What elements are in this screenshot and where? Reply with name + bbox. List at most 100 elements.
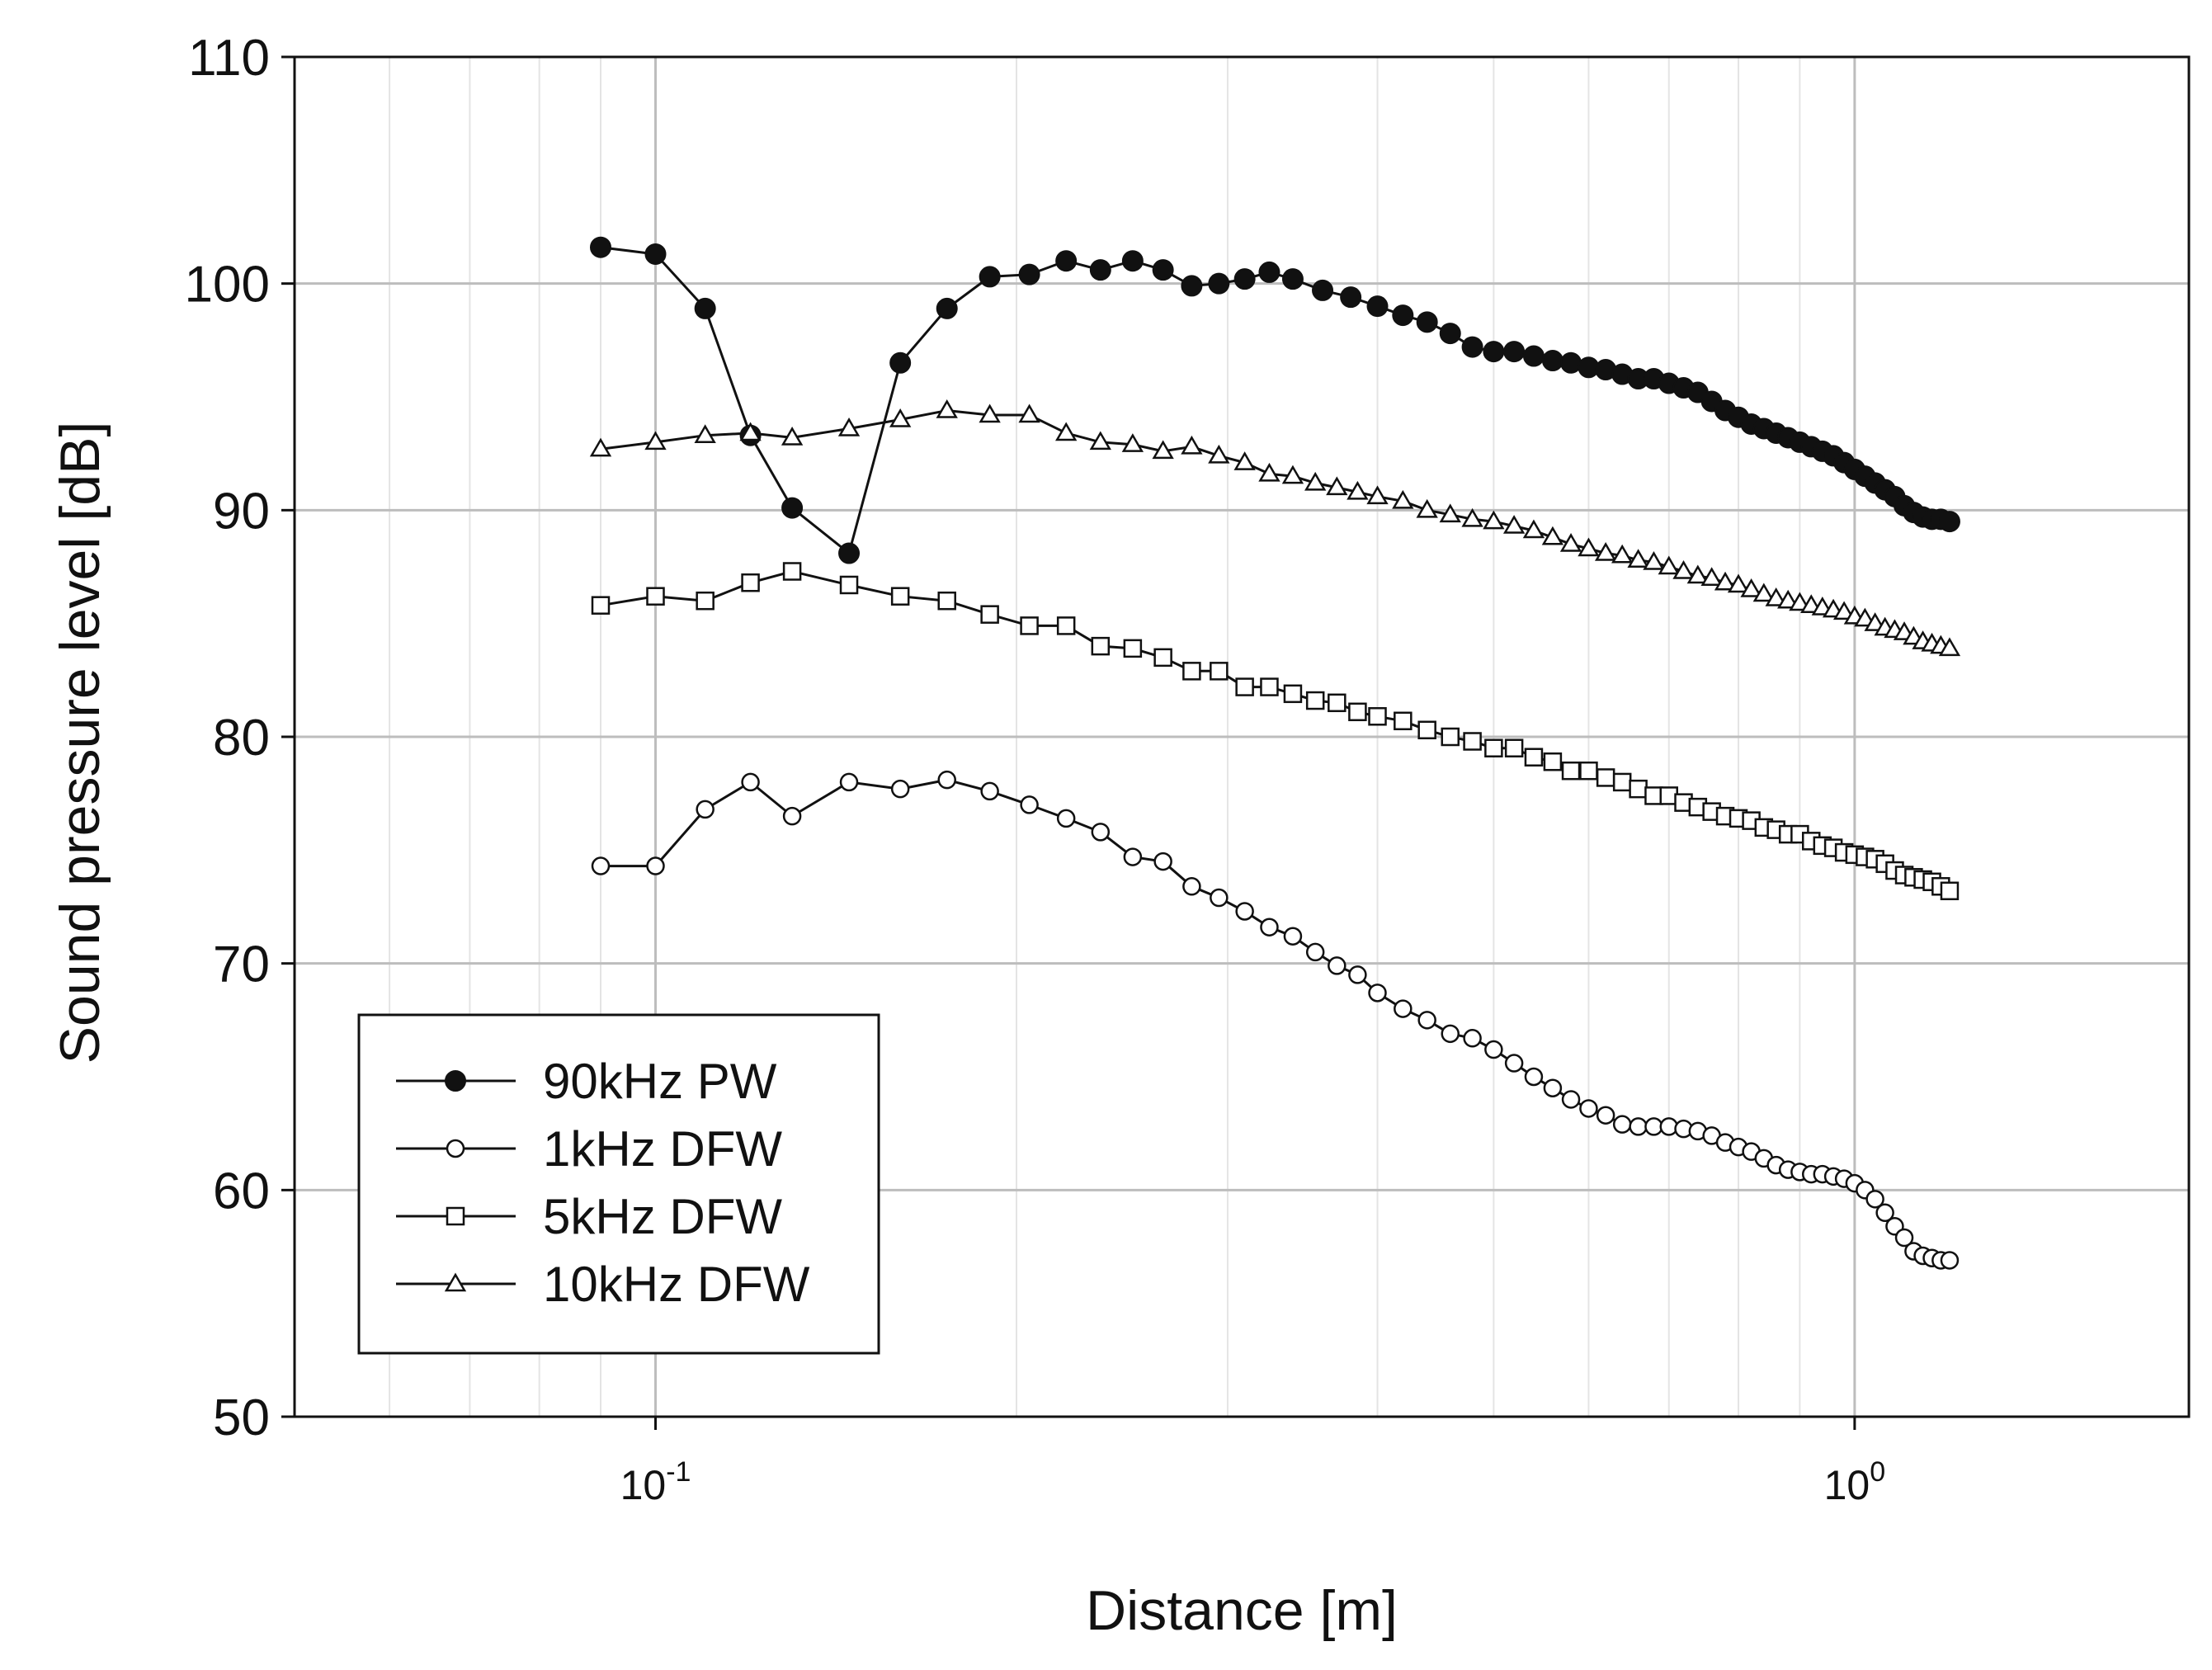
data-point-1khz-dfw	[1123, 847, 1143, 866]
data-point-1khz-dfw	[1463, 1029, 1482, 1048]
data-point-1khz-dfw	[1348, 965, 1367, 984]
data-point-10khz-dfw	[1483, 510, 1505, 530]
data-point-5khz-dfw	[1524, 748, 1544, 767]
data-point-5khz-dfw	[839, 575, 859, 595]
legend-label-90khz-pw: 90kHz PW	[543, 1054, 777, 1109]
data-point-90khz-pw	[590, 236, 612, 258]
data-point-10khz-dfw	[1089, 431, 1111, 451]
data-point-90khz-pw	[1181, 275, 1203, 297]
y-tick-label: 60	[213, 1163, 270, 1219]
data-point-5khz-dfw	[696, 591, 715, 611]
data-point-5khz-dfw	[1441, 727, 1460, 747]
data-point-10khz-dfw	[1765, 587, 1787, 606]
data-point-1khz-dfw	[1260, 918, 1279, 936]
data-point-90khz-pw	[1392, 304, 1414, 327]
data-point-10khz-dfw	[1392, 489, 1414, 509]
data-point-10khz-dfw	[1789, 592, 1811, 611]
data-point-10khz-dfw	[1854, 607, 1876, 627]
data-point-10khz-dfw	[1366, 485, 1389, 505]
data-point-10khz-dfw	[739, 422, 762, 441]
data-point-10khz-dfw	[1416, 498, 1438, 518]
data-point-5khz-dfw	[1596, 768, 1615, 787]
data-point-10khz-dfw	[1181, 435, 1203, 455]
x-axis-label: Distance [m]	[1086, 1579, 1398, 1642]
data-point-90khz-pw	[781, 497, 804, 519]
data-point-10khz-dfw	[1832, 601, 1856, 620]
data-point-1khz-dfw	[1644, 1117, 1663, 1136]
data-point-5khz-dfw	[1235, 677, 1254, 696]
data-point-10khz-dfw	[1658, 555, 1680, 575]
data-point-90khz-pw	[1439, 323, 1461, 345]
data-point-1khz-dfw	[839, 772, 859, 792]
data-point-10khz-dfw	[589, 437, 612, 457]
data-point-5khz-dfw	[1417, 720, 1436, 740]
data-point-10khz-dfw	[1152, 440, 1174, 460]
data-point-90khz-pw	[1340, 286, 1362, 309]
data-point-1khz-dfw	[1561, 1090, 1581, 1109]
data-point-10khz-dfw	[1686, 564, 1709, 584]
legend-label-5khz-dfw: 5kHz DFW	[543, 1189, 782, 1244]
data-point-1khz-dfw	[1612, 1115, 1632, 1134]
data-point-10khz-dfw	[1643, 551, 1665, 570]
data-point-1khz-dfw	[1210, 888, 1229, 908]
legend-box	[357, 1013, 880, 1355]
data-point-5khz-dfw	[1348, 702, 1367, 722]
data-point-90khz-pw	[1258, 261, 1281, 283]
data-point-1khz-dfw	[1056, 809, 1076, 828]
data-point-1khz-dfw	[741, 772, 760, 792]
data-point-5khz-dfw	[1153, 648, 1172, 668]
data-point-5khz-dfw	[1020, 616, 1039, 635]
data-point-10khz-dfw	[1326, 476, 1348, 496]
data-point-1khz-dfw	[1524, 1067, 1544, 1087]
data-point-10khz-dfw	[1594, 542, 1617, 561]
data-point-5khz-dfw	[1612, 772, 1632, 792]
data-point-5khz-dfw	[1940, 881, 1960, 901]
data-point-90khz-pw	[1461, 336, 1483, 358]
series-5khz-dfw	[591, 562, 1960, 901]
data-point-10khz-dfw	[837, 417, 861, 436]
data-point-1khz-dfw	[1020, 795, 1039, 814]
data-point-1khz-dfw	[782, 806, 802, 826]
data-point-5khz-dfw	[1328, 693, 1347, 713]
data-point-5khz-dfw	[890, 587, 910, 606]
data-point-90khz-pw	[838, 542, 861, 564]
data-point-90khz-pw	[889, 351, 912, 374]
data-point-10khz-dfw	[1281, 465, 1304, 484]
data-point-1khz-dfw	[1305, 942, 1325, 962]
data-point-5khz-dfw	[1561, 761, 1581, 781]
data-point-5khz-dfw	[980, 605, 999, 624]
data-point-10khz-dfw	[1752, 583, 1775, 602]
data-point-1khz-dfw	[1484, 1040, 1503, 1059]
data-point-10khz-dfw	[1233, 451, 1256, 470]
y-tick-label: 50	[213, 1389, 270, 1446]
data-point-1khz-dfw	[1394, 999, 1413, 1018]
data-point-5khz-dfw	[1579, 761, 1598, 781]
data-point-10khz-dfw	[1055, 422, 1078, 441]
data-point-1khz-dfw	[1283, 927, 1303, 946]
data-point-90khz-pw	[1483, 341, 1505, 363]
data-point-90khz-pw	[1522, 345, 1545, 367]
data-point-5khz-dfw	[1305, 691, 1325, 710]
data-point-10khz-dfw	[1578, 537, 1600, 557]
data-point-90khz-pw	[936, 297, 958, 319]
data-point-90khz-pw	[1121, 250, 1144, 272]
data-point-10khz-dfw	[1121, 433, 1144, 452]
data-point-1khz-dfw	[646, 856, 665, 875]
data-point-1khz-dfw	[1504, 1054, 1524, 1073]
data-point-10khz-dfw	[1700, 567, 1723, 586]
data-point-90khz-pw	[1541, 350, 1563, 372]
data-point-5khz-dfw	[1283, 684, 1303, 704]
data-point-10khz-dfw	[781, 426, 804, 446]
data-point-10khz-dfw	[1714, 571, 1737, 591]
data-point-1khz-dfw	[1328, 956, 1347, 975]
data-point-1khz-dfw	[1940, 1251, 1960, 1270]
data-point-90khz-pw	[694, 297, 716, 319]
legend-items: 90kHz PW 1kHz DFW 5kHz DFW 10kHz DFW	[396, 1054, 810, 1312]
data-point-5khz-dfw	[1210, 662, 1229, 681]
data-point-5khz-dfw	[1463, 732, 1482, 751]
data-point-1khz-dfw	[1417, 1011, 1436, 1030]
series-90khz-pw	[590, 236, 1960, 564]
data-point-10khz-dfw	[1627, 549, 1649, 568]
data-point-10khz-dfw	[1522, 519, 1545, 539]
data-point-1khz-dfw	[937, 770, 956, 790]
